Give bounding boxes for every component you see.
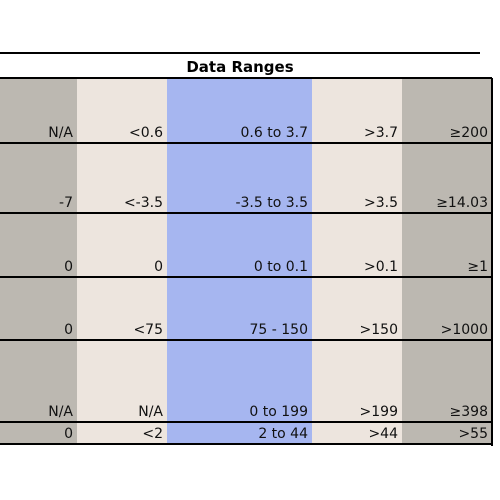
row-border: [0, 212, 492, 214]
table-cell: >3.5: [312, 143, 402, 213]
table-cell: ≥398: [402, 340, 492, 422]
table-cell: <2: [77, 422, 167, 444]
table-cell: >3.7: [312, 78, 402, 143]
table-cell: N/A: [0, 78, 77, 143]
row-border: [0, 443, 492, 445]
table-cell: 0: [0, 213, 77, 277]
table-cell: >0.1: [312, 213, 402, 277]
table-cell: >199: [312, 340, 402, 422]
table-cell: ≥14.03: [402, 143, 492, 213]
table-cell: 0: [77, 213, 167, 277]
table-cell: >55: [402, 422, 492, 444]
table-cell: 0 to 199: [167, 340, 312, 422]
column-border: [491, 78, 493, 446]
table-cell: -3.5 to 3.5: [167, 143, 312, 213]
table-title: Data Ranges: [0, 52, 480, 78]
table-cell: <-3.5: [77, 143, 167, 213]
table-cell: ≥1: [402, 213, 492, 277]
table-cell: 0: [0, 422, 77, 444]
table-cell: ≥200: [402, 78, 492, 143]
table-cell: 0 to 0.1: [167, 213, 312, 277]
row-border: [0, 421, 492, 423]
table-cell: 0: [0, 277, 77, 340]
row-border: [0, 339, 492, 341]
table-cell: 75 - 150: [167, 277, 312, 340]
table-cell: >150: [312, 277, 402, 340]
table-cell: >1000: [402, 277, 492, 340]
row-border: [0, 142, 492, 144]
table-cell: 0.6 to 3.7: [167, 78, 312, 143]
table-cell: 2 to 44: [167, 422, 312, 444]
table-cell: -7: [0, 143, 77, 213]
table-cell: <75: [77, 277, 167, 340]
table-cell: >44: [312, 422, 402, 444]
row-border: [0, 77, 492, 79]
row-border: [0, 276, 492, 278]
table-cell: N/A: [0, 340, 77, 422]
table-cell: N/A: [77, 340, 167, 422]
table-cell: <0.6: [77, 78, 167, 143]
